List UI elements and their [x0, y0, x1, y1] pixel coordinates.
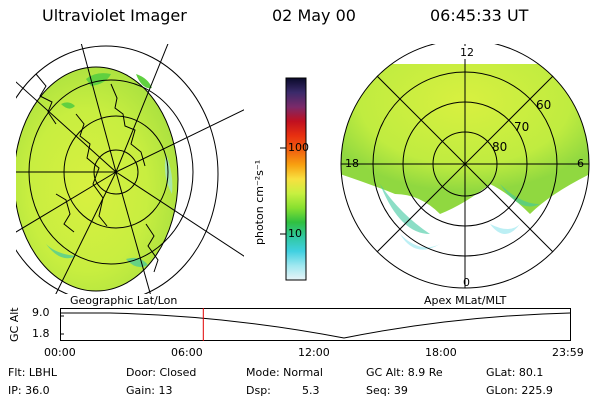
magnetic-polar-panel — [340, 44, 590, 289]
altitude-curve — [60, 312, 571, 339]
footer-door: Door: Closed — [126, 366, 197, 379]
geographic-caption: Geographic Lat/Lon — [70, 294, 178, 307]
mlt-label-18: 18 — [345, 157, 359, 170]
footer-ip: IP: 36.0 — [8, 384, 50, 397]
xtick-0600: 06:00 — [171, 346, 203, 359]
app-title: Ultraviolet Imager — [42, 6, 187, 25]
colorbar — [280, 77, 307, 281]
colorbar-tick-100: 100 — [288, 141, 309, 154]
mlat-label-60: 60 — [536, 98, 552, 112]
xtick-0000: 00:00 — [44, 346, 76, 359]
footer-flt: Flt: LBHL — [8, 366, 57, 379]
geographic-image-panel — [16, 44, 244, 294]
footer-glon: GLon: 225.9 — [486, 384, 553, 397]
colorbar-tick-10: 10 — [288, 227, 302, 240]
earth-limb — [16, 66, 179, 292]
colorbar-unit-label: photon cm⁻²s⁻¹ — [253, 159, 266, 245]
mlt-label-12: 12 — [460, 46, 474, 59]
altitude-ytick-top: 9.0 — [32, 306, 50, 319]
footer-gain: Gain: 13 — [126, 384, 173, 397]
time-label: 06:45:33 UT — [430, 6, 529, 25]
altitude-ytick-bottom: 1.8 — [32, 327, 50, 340]
xtick-2359: 23:59 — [552, 346, 584, 359]
apex-caption: Apex MLat/MLT — [424, 294, 507, 307]
altitude-plot-frame — [60, 308, 571, 341]
footer-seq: Seq: 39 — [366, 384, 408, 397]
footer-dsp-label: Dsp: — [246, 384, 271, 397]
altitude-plot — [60, 308, 571, 341]
xtick-1200: 12:00 — [298, 346, 330, 359]
mlat-label-80: 80 — [492, 140, 508, 154]
mlat-label-70: 70 — [514, 120, 530, 134]
earth-disk-image — [16, 67, 178, 291]
footer-dsp-value: 5.3 — [302, 384, 320, 397]
footer-mode: Mode: Normal — [246, 366, 323, 379]
date-label: 02 May 00 — [272, 6, 356, 25]
xtick-1800: 18:00 — [425, 346, 457, 359]
mlt-label-0: 0 — [463, 276, 470, 289]
mlt-label-6: 6 — [577, 157, 584, 170]
footer-glat: GLat: 80.1 — [486, 366, 544, 379]
altitude-ylabel: GC Alt — [8, 307, 21, 342]
footer-gc-alt: GC Alt: 8.9 Re — [366, 366, 443, 379]
